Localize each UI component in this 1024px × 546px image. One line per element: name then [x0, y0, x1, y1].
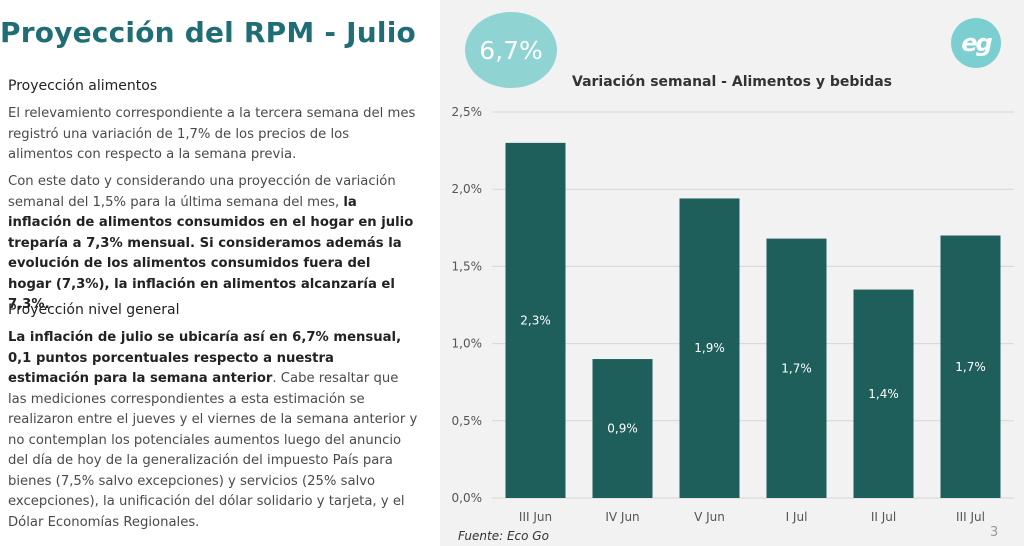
paragraph-proyeccion-alimentos-text: Con este dato y considerando una proyecc… [8, 174, 396, 210]
section-heading-alimentos: Proyección alimentos [8, 78, 158, 94]
inflation-badge: 6,7% [465, 12, 557, 88]
chart-gridlines [492, 111, 1014, 499]
y-tick-label: 2,5% [452, 105, 483, 119]
bar-data-label: 1,7% [955, 360, 986, 374]
bar-data-label: 1,9% [694, 341, 725, 355]
paragraph-proyeccion-alimentos-bold: la inflación de alimentos consumidos en … [8, 194, 414, 313]
bar [592, 359, 653, 498]
chart-x-axis: III Jun IV Jun V Jun I Jul II Jul III Jul [519, 510, 985, 524]
bar-data-label: 1,7% [781, 361, 812, 375]
bar [766, 238, 827, 498]
text-panel: Proyección del RPM - Julio Proyección al… [0, 0, 440, 546]
y-tick-label: 0,0% [452, 491, 483, 505]
bar [940, 235, 1001, 498]
page-title: Proyección del RPM - Julio [0, 16, 416, 49]
bar-data-label: 1,4% [868, 387, 899, 401]
bar-chart: 0,0% 0,5% 1,0% 1,5% 2,0% 2,5% 2,3% 0,9% 1,9% 1,7… [452, 105, 1014, 524]
bar-data-label: 0,9% [607, 422, 638, 436]
x-tick-label: II Jul [871, 510, 896, 524]
chart-bars: 2,3% 0,9% 1,9% 1,7% 1,4% 1,7% [505, 142, 1001, 498]
bar-data-label: 2,3% [520, 313, 551, 327]
paragraph-nivel-general-bold: La inflación de julio se ubicaría así en… [8, 330, 402, 386]
paragraph-nivel-general: La inflación de julio se ubicaría así en… [8, 328, 418, 533]
bar [853, 289, 914, 498]
section-heading-nivel-general: Proyección nivel general [8, 302, 180, 318]
bar [505, 142, 566, 498]
paragraph-nivel-general-text: . Cabe resaltar que las mediciones corre… [8, 371, 418, 530]
y-tick-label: 1,5% [452, 259, 483, 273]
y-tick-label: 1,0% [452, 337, 483, 351]
paragraph-proyeccion-alimentos: Con este dato y considerando una proyecc… [8, 172, 418, 316]
chart-title: Variación semanal - Alimentos y bebidas [572, 74, 892, 90]
x-tick-label: III Jun [519, 510, 552, 524]
y-tick-label: 0,5% [452, 414, 483, 428]
source-note: Fuente: Eco Go [458, 529, 549, 543]
eg-logo-icon: eg [951, 18, 1001, 68]
y-tick-label: 2,0% [452, 182, 483, 196]
x-tick-label: V Jun [694, 510, 725, 524]
x-tick-label: IV Jun [605, 510, 639, 524]
x-tick-label: I Jul [786, 510, 808, 524]
x-tick-label: III Jul [956, 510, 985, 524]
chart-y-axis: 0,0% 0,5% 1,0% 1,5% 2,0% 2,5% [452, 105, 483, 505]
page-number: 3 [990, 525, 999, 540]
bar [679, 198, 740, 498]
paragraph-relevamiento: El relevamiento correspondiente a la ter… [8, 106, 416, 162]
